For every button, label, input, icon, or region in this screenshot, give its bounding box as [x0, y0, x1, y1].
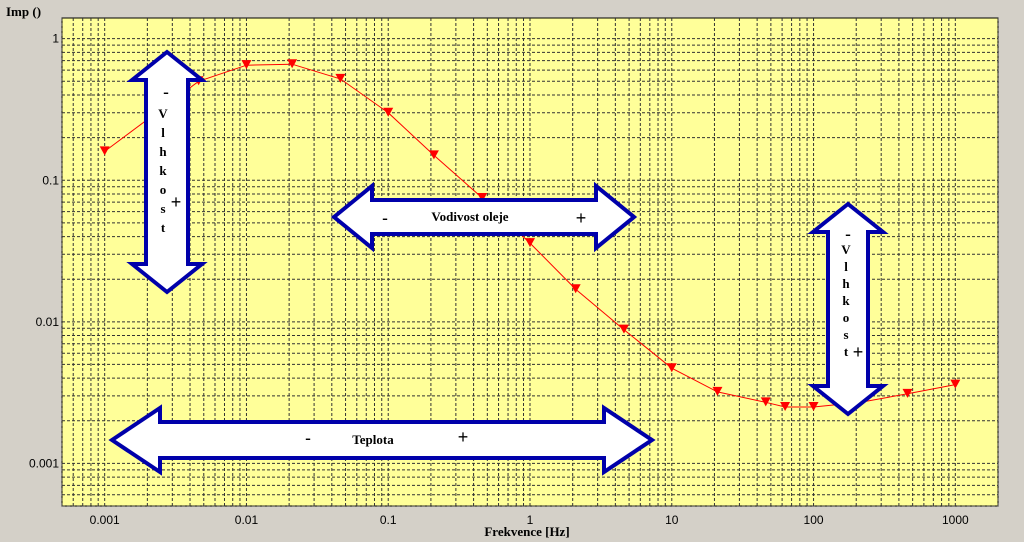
x-tick-label: 0.1 — [380, 513, 397, 527]
right-vlhkost-arrow — [807, 201, 889, 417]
data-point — [383, 107, 394, 117]
vodivost-label: Vodivost oleje — [431, 209, 508, 224]
data-point — [335, 73, 346, 83]
left-vlhkost-letter: o — [160, 182, 167, 197]
left-vlhkost-letter: V — [158, 106, 168, 121]
right-vlhkost-plus: + — [853, 342, 864, 362]
teplota-minus: - — [305, 428, 311, 448]
left-vlhkost-arrow — [126, 49, 208, 295]
right-vlhkost-letter: l — [844, 259, 848, 274]
left-vlhkost-plus: + — [171, 192, 182, 212]
x-tick-label: 1 — [527, 513, 534, 527]
y-tick-label: 0.001 — [29, 456, 59, 470]
data-point — [428, 150, 439, 160]
y-tick-label: 1 — [52, 32, 59, 46]
left-vlhkost-letter: l — [161, 125, 165, 140]
right-vlhkost-letter: k — [842, 293, 850, 308]
x-tick-label: 0.01 — [235, 513, 259, 527]
data-point — [712, 386, 723, 396]
data-point — [760, 397, 771, 407]
y-axis-title: Imp () — [6, 4, 41, 19]
teplota-label: Teplota — [352, 432, 394, 447]
left-vlhkost-letter: k — [159, 163, 167, 178]
right-vlhkost-letter: h — [842, 276, 850, 291]
data-point — [99, 146, 110, 156]
data-point — [950, 379, 961, 389]
right-vlhkost-minus: - — [845, 224, 851, 244]
right-vlhkost-letter: o — [843, 310, 850, 325]
teplota-plus: + — [458, 427, 469, 447]
y-tick-label: 0.1 — [42, 173, 59, 187]
right-vlhkost-letter: V — [841, 242, 851, 257]
data-point — [666, 363, 677, 373]
vodivost-arrow — [330, 181, 638, 253]
vodivost-minus: - — [382, 208, 388, 228]
x-tick-label: 1000 — [942, 513, 969, 527]
left-vlhkost-letter: t — [161, 220, 166, 235]
teplota-arrow — [108, 404, 656, 476]
data-point — [477, 192, 488, 202]
data-point — [525, 238, 535, 248]
tick-labels: 0.001 0.01 0.1 1 10 100 1000 0.001 0.01 0.1 1 — [29, 32, 969, 527]
left-vlhkost-letter: s — [160, 201, 165, 216]
data-point — [287, 59, 298, 69]
left-vlhkost-letter: h — [159, 144, 167, 159]
vodivost-plus: + — [576, 208, 587, 228]
data-point — [808, 402, 819, 412]
y-tick-label: 0.01 — [36, 315, 60, 329]
data-point — [241, 60, 252, 70]
right-vlhkost-letter: s — [843, 327, 848, 342]
data-point — [780, 402, 791, 412]
x-tick-label: 0.001 — [90, 513, 120, 527]
data-point — [902, 388, 913, 398]
left-vlhkost-minus: - — [163, 82, 169, 102]
series — [99, 59, 961, 412]
x-tick-label: 100 — [804, 513, 824, 527]
data-point — [570, 284, 581, 294]
data-point — [618, 324, 629, 334]
x-axis-title: Frekvence [Hz] — [484, 524, 569, 539]
right-vlhkost-letter: t — [844, 344, 849, 359]
x-tick-label: 10 — [665, 513, 679, 527]
